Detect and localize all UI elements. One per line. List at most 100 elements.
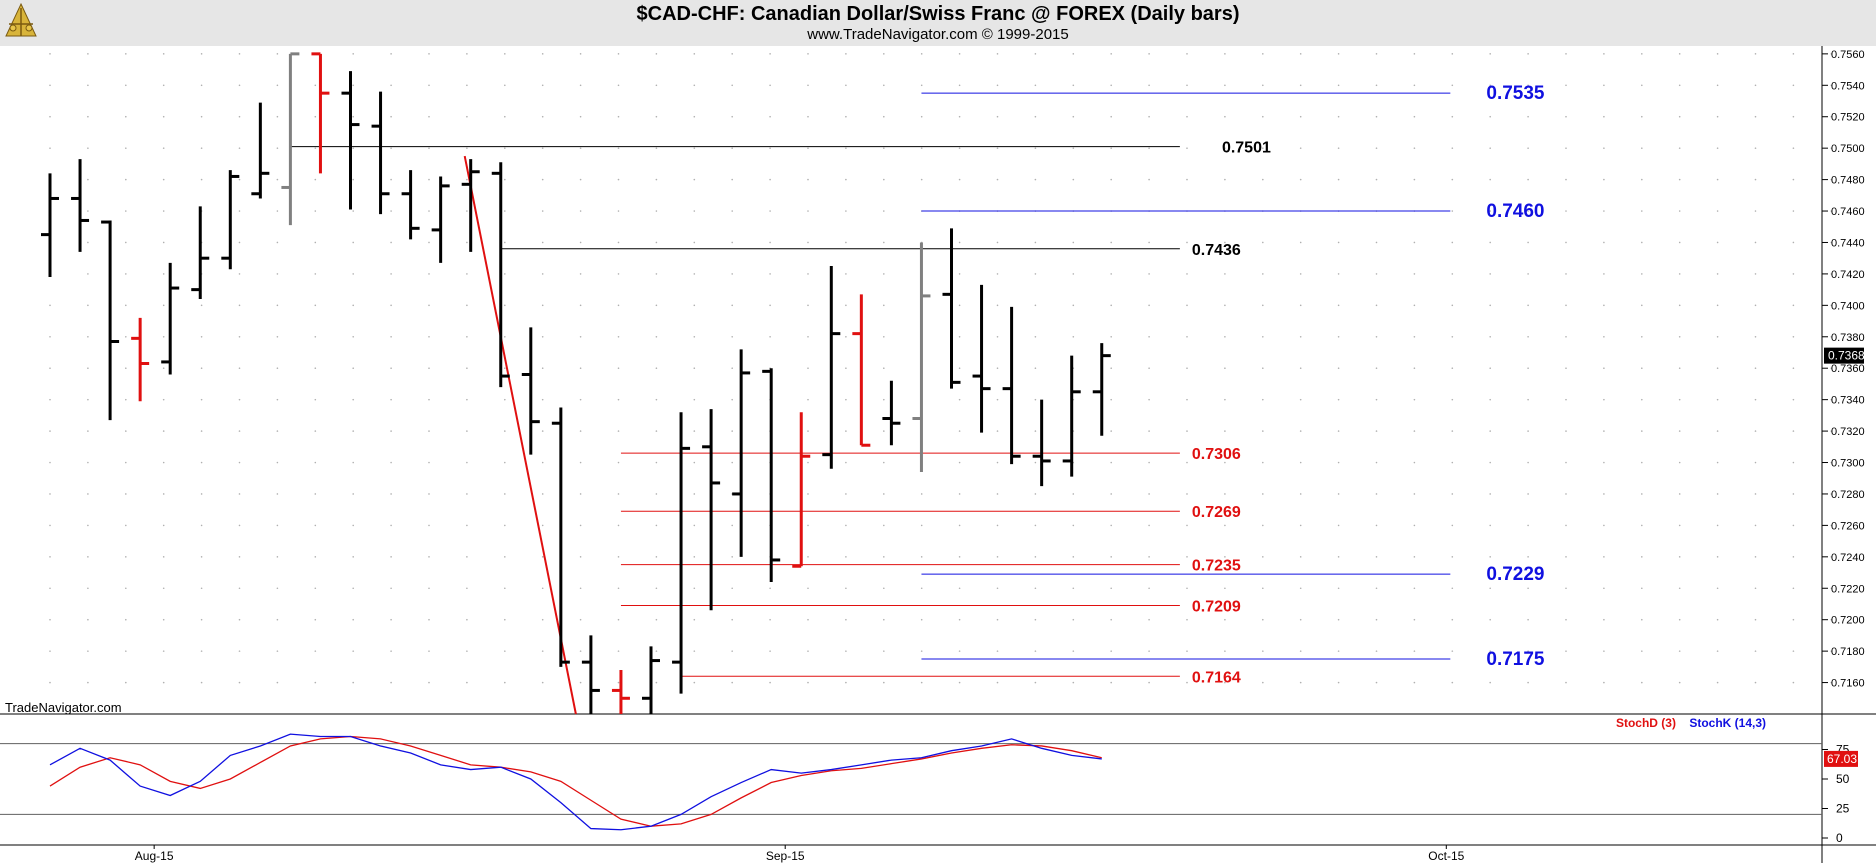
grid-dot	[1754, 210, 1757, 212]
grid-dot	[162, 147, 165, 149]
grid-dot	[1489, 210, 1491, 212]
grid-dot	[200, 178, 203, 181]
grid-dot	[845, 210, 847, 212]
ohlc-bar	[822, 266, 841, 469]
grid-dot	[1224, 556, 1226, 558]
grid-dot	[1527, 147, 1529, 149]
grid-dot	[504, 273, 506, 275]
grid-dot	[1565, 335, 1567, 338]
ohlc-bar	[251, 102, 270, 199]
grid-dot	[996, 587, 999, 590]
grid-dot	[1299, 178, 1302, 181]
grid-dot	[845, 147, 847, 149]
grid-dot	[238, 241, 241, 244]
grid-dot	[996, 398, 999, 401]
grid-dot	[731, 304, 733, 307]
grid-dot	[1603, 430, 1605, 432]
grid-dot	[1224, 241, 1226, 244]
grid-dot	[1072, 304, 1075, 307]
grid-dot	[1337, 367, 1340, 370]
grid-dot	[1413, 524, 1416, 527]
grid-dot	[1754, 84, 1757, 87]
grid-dot	[314, 398, 317, 401]
grid-dot	[693, 650, 696, 652]
grid-dot	[314, 210, 317, 212]
grid-dot	[1641, 178, 1643, 181]
grid-dot	[1110, 430, 1112, 432]
grid-dot	[693, 53, 696, 55]
grid-dot	[655, 461, 658, 464]
grid-dot	[1830, 618, 1833, 621]
grid-dot	[428, 556, 430, 558]
grid-dot	[845, 618, 847, 621]
grid-dot	[1716, 556, 1719, 558]
grid-dot	[352, 650, 355, 652]
legend-stoch-k: StochK (14,3)	[1689, 716, 1766, 730]
grid-dot	[1375, 461, 1378, 464]
grid-dot	[1792, 147, 1795, 149]
grid-dot	[845, 304, 847, 307]
grid-dot	[958, 618, 961, 621]
grid-dot	[1375, 650, 1378, 652]
grid-dot	[1641, 461, 1643, 464]
grid-dot	[200, 115, 203, 118]
ohlc-bar	[311, 52, 330, 174]
grid-dot	[1489, 241, 1491, 244]
grid-dot	[162, 650, 165, 652]
grid-dot	[1072, 524, 1075, 527]
grid-dot	[1527, 461, 1529, 464]
grid-dot	[1565, 53, 1567, 55]
grid-dot	[352, 178, 355, 181]
grid-dot	[1375, 304, 1378, 307]
grid-dot	[1716, 367, 1719, 370]
grid-dot	[1148, 461, 1150, 464]
grid-dot	[883, 681, 885, 684]
grid-dot	[1451, 618, 1454, 621]
grid-dot	[1262, 430, 1264, 432]
grid-dot	[883, 524, 885, 527]
grid-dot	[1299, 398, 1302, 401]
grid-dot	[49, 461, 51, 464]
grid-dot	[87, 681, 89, 684]
grid-dot	[807, 461, 809, 464]
grid-dot	[1830, 84, 1833, 87]
grid-dot	[1375, 335, 1378, 338]
grid-dot	[87, 650, 89, 652]
grid-dot	[1489, 273, 1491, 275]
grid-dot	[617, 650, 620, 652]
grid-dot	[1072, 115, 1075, 118]
grid-dot	[1678, 587, 1681, 590]
grid-dot	[1375, 367, 1378, 370]
grid-dot	[314, 147, 317, 149]
stoch-y-label: 50	[1836, 772, 1850, 786]
level-label: 0.7535	[1486, 83, 1545, 104]
grid-dot	[428, 84, 430, 87]
grid-dot	[504, 115, 506, 118]
ohlc-bar	[732, 349, 751, 557]
grid-dot	[1641, 650, 1643, 652]
grid-dot	[1224, 147, 1226, 149]
grid-dot	[1830, 53, 1833, 55]
grid-dot	[1792, 650, 1795, 652]
grid-dot	[541, 524, 544, 527]
grid-dot	[1792, 398, 1795, 401]
grid-dot	[1110, 587, 1112, 590]
grid-dot	[1451, 367, 1454, 370]
grid-dot	[504, 335, 506, 338]
grid-dot	[504, 178, 506, 181]
grid-dot	[1603, 84, 1605, 87]
grid-dot	[1034, 304, 1037, 307]
grid-dot	[1413, 587, 1416, 590]
grid-dot	[1413, 430, 1416, 432]
grid-dot	[1451, 461, 1454, 464]
grid-dot	[996, 241, 999, 244]
grid-dot	[125, 587, 127, 590]
grid-dot	[1337, 115, 1340, 118]
grid-dot	[996, 681, 999, 684]
grid-dot	[1375, 241, 1378, 244]
grid-dot	[1110, 398, 1112, 401]
grid-dot	[1641, 681, 1643, 684]
grid-dot	[1565, 430, 1567, 432]
grid-dot	[958, 147, 961, 149]
grid-dot	[1641, 210, 1643, 212]
